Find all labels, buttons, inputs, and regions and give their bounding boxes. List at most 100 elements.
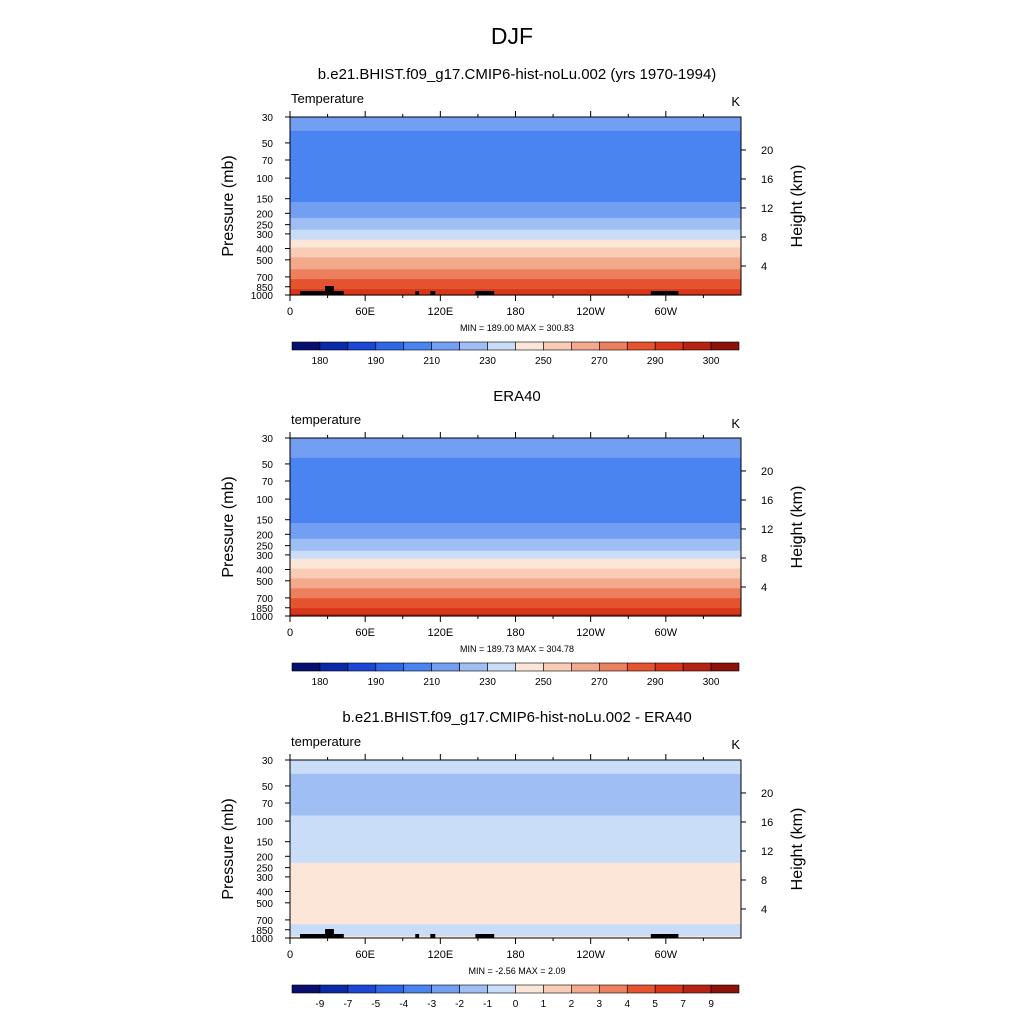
contour-band xyxy=(290,546,741,550)
contour-band xyxy=(290,200,741,203)
contour-band xyxy=(290,872,741,876)
contour-band xyxy=(290,590,741,593)
colorbar-swatch xyxy=(543,341,572,351)
contour-band xyxy=(290,791,741,795)
contour-band xyxy=(290,152,741,156)
contour-band xyxy=(290,777,741,781)
contour-band xyxy=(290,558,741,562)
contour-band xyxy=(290,223,741,227)
contour-band xyxy=(290,118,741,122)
x-tick-label: 180 xyxy=(506,949,524,961)
contour-band xyxy=(290,817,741,820)
contour-band xyxy=(290,534,741,538)
contour-band xyxy=(290,858,741,862)
contour-band xyxy=(290,773,741,777)
contour-band xyxy=(290,552,741,556)
x-tick-label: 60E xyxy=(355,949,375,961)
variable-label: Temperature xyxy=(291,91,364,106)
x-tick-label: 60W xyxy=(655,306,678,318)
colorbar-label: -3 xyxy=(427,999,436,1010)
colorbar-swatch xyxy=(571,341,600,351)
contour-band xyxy=(290,289,741,292)
contour-band xyxy=(290,438,741,441)
contour-band xyxy=(290,843,741,846)
y-tick-label: 30 xyxy=(262,113,274,124)
topography-block xyxy=(325,929,334,938)
contour-band xyxy=(290,485,741,489)
stats-label: MIN = 189.00 MAX = 300.83 xyxy=(460,323,574,333)
contour-band xyxy=(290,473,741,477)
contour-band xyxy=(290,523,741,526)
contour-band xyxy=(290,441,741,445)
colorbar-swatch xyxy=(375,341,405,351)
y-tick-label: 50 xyxy=(262,139,274,150)
contour-band xyxy=(290,580,741,583)
y-tick-label: 700 xyxy=(256,594,273,605)
contour-band xyxy=(290,769,741,773)
contour-band xyxy=(290,606,741,609)
contour-band xyxy=(290,172,741,175)
colorbar-label: 180 xyxy=(312,677,329,688)
contour-band xyxy=(290,519,741,522)
topography-block xyxy=(430,291,436,295)
topography-block xyxy=(650,934,679,938)
contour-band xyxy=(290,219,741,223)
y-tick-label: 850 xyxy=(256,604,273,615)
contour-band xyxy=(290,475,741,479)
colorbar-label: -1 xyxy=(483,999,492,1010)
contour-band xyxy=(290,849,741,852)
contour-band xyxy=(290,926,741,929)
contour-band xyxy=(290,525,741,528)
colorbar-swatch xyxy=(375,984,405,994)
contour-band xyxy=(290,227,741,231)
y-tick-label: 400 xyxy=(256,244,273,255)
colorbar-label: 230 xyxy=(479,356,496,367)
contour-band xyxy=(290,146,741,150)
contour-band xyxy=(290,900,741,903)
contour-band xyxy=(290,610,741,613)
contour-band xyxy=(290,845,741,848)
contour-band xyxy=(290,787,741,791)
contour-band xyxy=(290,283,741,286)
colorbar-label: 300 xyxy=(703,677,720,688)
contour-band xyxy=(290,894,741,898)
colorbar-swatch xyxy=(599,984,628,994)
contour-band xyxy=(290,493,741,496)
contour-band xyxy=(290,566,741,570)
colorbar-label: 300 xyxy=(703,356,720,367)
topography-block xyxy=(415,291,420,295)
colorbar-swatch xyxy=(571,984,600,994)
contour-band xyxy=(290,880,741,884)
contour-band xyxy=(290,455,741,459)
colorbar-label: -7 xyxy=(343,999,352,1010)
colorbar-label: 270 xyxy=(591,356,608,367)
contour-band xyxy=(290,267,741,270)
contour-band xyxy=(290,489,741,492)
stats-label: MIN = 189.73 MAX = 304.78 xyxy=(460,644,574,654)
contour-band xyxy=(290,540,741,544)
contour-band xyxy=(290,144,741,148)
y-tick-label: 50 xyxy=(262,782,274,793)
contour-band xyxy=(290,783,741,787)
height-tick-label: 8 xyxy=(761,875,767,887)
x-tick-label: 0 xyxy=(287,949,293,961)
contour-band xyxy=(290,578,741,581)
y-tick-label: 250 xyxy=(256,542,273,553)
panel-model: b.e21.BHIST.f09_g17.CMIP6-hist-noLu.002 … xyxy=(220,66,806,367)
contour-band xyxy=(290,487,741,491)
height-tick-label: 12 xyxy=(761,524,773,536)
contour-band xyxy=(290,265,741,268)
figure-title: DJF xyxy=(491,23,533,49)
contour-band xyxy=(290,491,741,494)
contour-band xyxy=(290,544,741,548)
contour-band xyxy=(290,196,741,199)
contour-band xyxy=(290,560,741,564)
contour-band xyxy=(290,882,741,886)
contour-band xyxy=(290,269,741,272)
contour-band xyxy=(290,910,741,913)
colorbar-label: 290 xyxy=(647,677,664,688)
units-label: K xyxy=(731,94,740,109)
contour-band xyxy=(290,237,741,241)
contour-band xyxy=(290,793,741,797)
